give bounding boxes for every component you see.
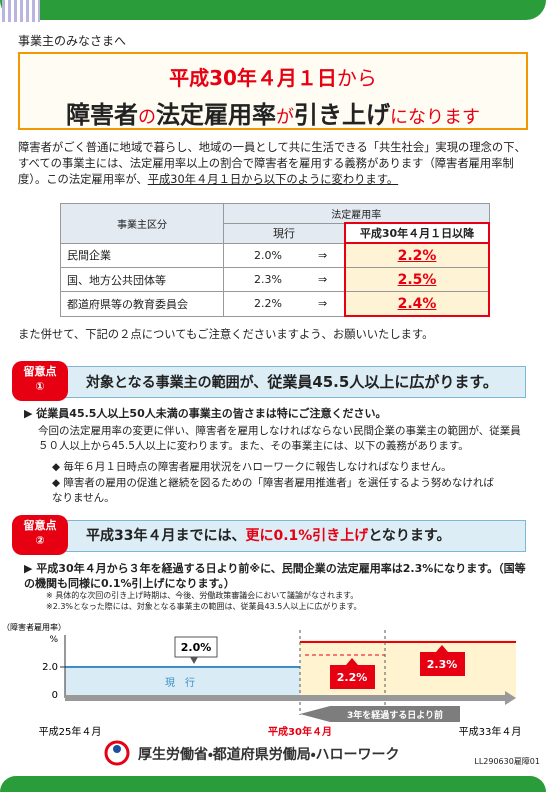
th: 現行 [223, 222, 346, 244]
footer-code: LL290630雇障01 [474, 757, 540, 766]
x-label: 平成30年４月 [268, 725, 332, 738]
step-box [420, 652, 465, 676]
point2-bar: 平成33年４月までには、更に0.1%引き上げとなります。 [60, 520, 526, 552]
heading-bold: 更に0.1%引き上げ [245, 528, 369, 544]
badge-number: ① [35, 380, 45, 393]
headline-1: 平成30年４月１日から [20, 62, 526, 91]
cell: 2.0% [223, 242, 312, 268]
t: 障害者 [66, 101, 138, 129]
t: の [138, 107, 156, 128]
body: 今回の法定雇用率の変更に伴い、障害者を雇用しなければならない民間企業の事業主の範… [38, 425, 521, 452]
callout-tip [190, 657, 198, 664]
cell: 2.5% [344, 267, 490, 292]
top-band [0, 0, 546, 20]
greeting: 事業主のみなさまへ [18, 34, 127, 48]
heading: 平成33年４月までには、 [86, 528, 246, 544]
cell: 国、地方公共団体等 [60, 267, 224, 292]
headline-2: 障害者の法定雇用率が引き上げになります [20, 95, 526, 130]
cell: ⇒ [312, 242, 346, 268]
cell: 2.2% [344, 242, 490, 268]
cell: 都道府県等の教育委員会 [60, 291, 224, 317]
intro: 障害者がごく普通に地域で暮らし、地域の一員として共に生活できる「共生社会」実現の… [18, 140, 530, 188]
step-label: 2.3% [427, 658, 458, 671]
cell: 2.4% [344, 291, 490, 317]
x-label: 平成33年４月 [459, 725, 522, 738]
bullet: ◆ 毎年６月１日時点の障害者雇用状況をハローワークに報告しなければなりません。 [52, 461, 452, 473]
headline-date: 平成30年４月１日 [169, 66, 337, 90]
logo [104, 740, 130, 766]
step-box [330, 665, 375, 689]
step-tip [346, 658, 358, 665]
badge-text: 留意点 [23, 365, 57, 378]
footer-org: 厚生労働省・都道府県労働局・ハローワーク [138, 747, 400, 763]
badge: 留意点 ② [12, 515, 68, 555]
bottom-band [0, 776, 546, 792]
request: また併せて、下記の２点についてもご注意くださいますよう、お願いいたします。 [18, 328, 434, 341]
y-label: （障害者雇用率） [2, 622, 66, 632]
heading-end: となります。 [368, 528, 451, 544]
cell: ⇒ [312, 267, 346, 292]
heading: 対象となる事業主の範囲が、 [86, 375, 268, 391]
tick: 0 [52, 690, 58, 701]
current-label: 現 行 [165, 676, 195, 689]
lead: ▶ 平成30年４月から３年を経過する日より前※に、民間企業の法定雇用率は2.3%… [24, 562, 526, 590]
note: ※ 具体的な次回の引き上げ時期は、今後、労働政策審議会において議論がなされます。 [46, 591, 359, 600]
headline-box: 平成30年４月１日から 障害者の法定雇用率が引き上げになります [18, 52, 528, 130]
t: 法定雇用率 [156, 101, 276, 129]
cell: 民間企業 [60, 242, 224, 268]
unit: % [49, 635, 58, 645]
badge: 留意点 ① [12, 361, 68, 401]
lead: ▶ 従業員45.5人以上50人未満の事業主の皆さまは特にご注意ください。 [24, 407, 387, 420]
t: が [276, 107, 294, 128]
callout-text: 2.0% [181, 641, 212, 654]
intro-text: 障害者がごく普通に地域で暮らし、地域の一員として共に生活できる「共生社会」実現の… [18, 141, 526, 186]
cell: 2.3% [223, 267, 312, 292]
bullet: ◆ 障害者の雇用の促進と継続を図るための「障害者雇用推進者」を選任するよう努めな… [52, 477, 494, 504]
point1-bar: 対象となる事業主の範囲が、従業員45.5人以上に広がります。 [60, 366, 526, 398]
cell: ⇒ [312, 291, 346, 317]
stripe-deco [2, 0, 40, 22]
period-arrow [300, 706, 460, 722]
headline-from: から [336, 66, 377, 90]
heading-bold: 従業員45.5人以上に広がります。 [267, 373, 498, 391]
period: 3年を経過する日より前 [347, 709, 443, 721]
illustration: （障害者雇用率） % 2.0 0 2.0% 現 行 2.2% 2.3% 3年を経… [2, 622, 522, 738]
rate-table: 事業主区分 法定雇用率 現行 平成30年４月１日以降 民間企業 2.0% ⇒ 2.2% 国… [60, 203, 490, 317]
th: 事業主区分 [60, 203, 224, 244]
intro-underlined: 平成30年４月１日から以下のように変わります。 [147, 173, 399, 186]
t: 引き上げ [294, 101, 390, 129]
th: 平成30年４月１日以降 [344, 222, 490, 244]
badge-text: 留意点 [23, 519, 57, 532]
badge-number: ② [35, 534, 45, 547]
time-arrow [65, 691, 516, 705]
note: ※2.3%となった際には、対象となる事業主の範囲は、従業員43.5人以上に広がり… [46, 602, 362, 611]
step-tip [436, 645, 448, 652]
th: 法定雇用率 [223, 203, 490, 224]
tick: 2.0 [42, 662, 58, 673]
current-area [65, 667, 300, 698]
cell: 2.2% [223, 291, 312, 317]
step-label: 2.2% [337, 671, 368, 684]
x-label: 平成25年４月 [39, 725, 102, 738]
t: になります [390, 107, 480, 128]
